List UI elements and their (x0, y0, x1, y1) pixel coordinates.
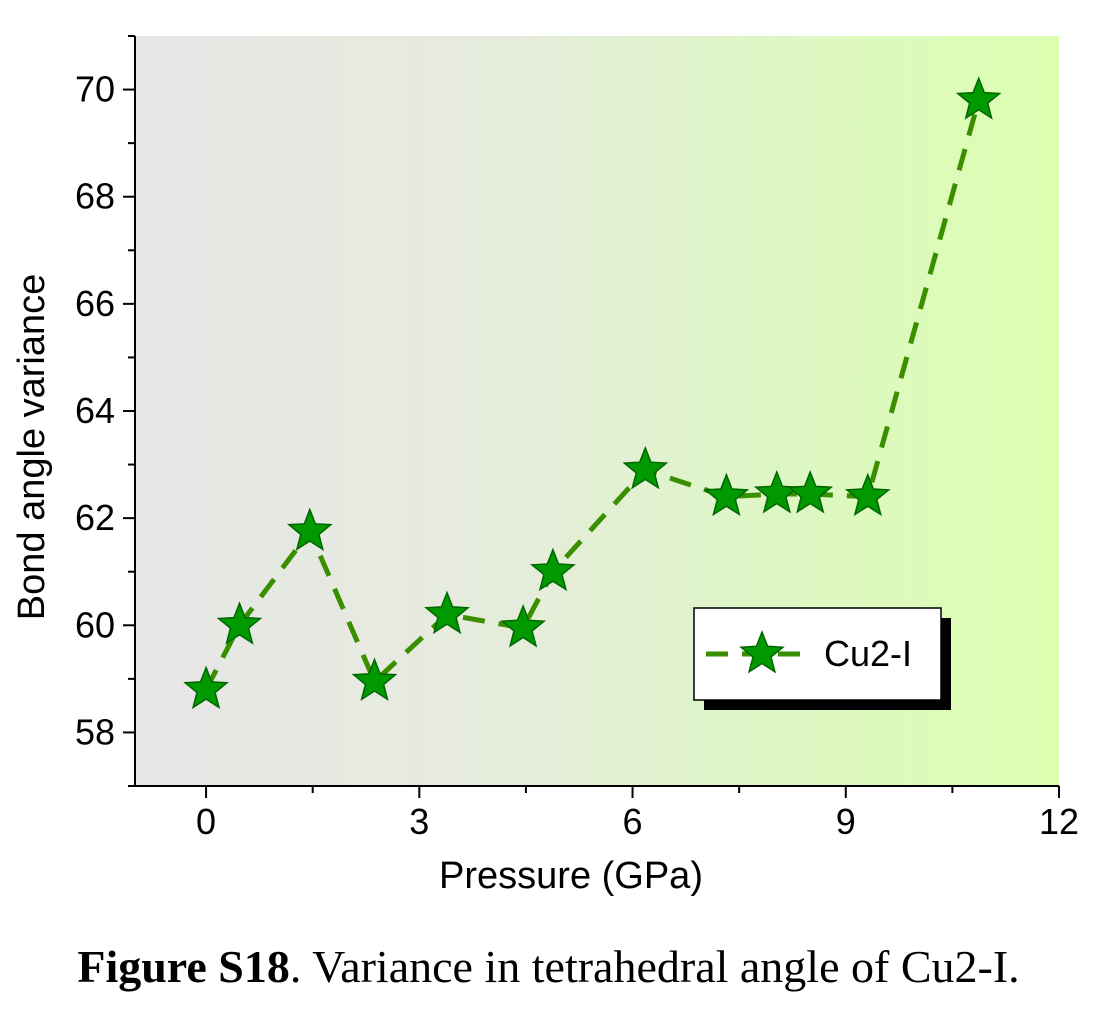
x-tick-label: 0 (196, 801, 216, 842)
legend: Cu2-I (693, 607, 951, 710)
data-point (351, 657, 398, 701)
data-point (286, 507, 333, 551)
data-point (703, 472, 750, 517)
caption-text: . Variance in tetrahedral angle of Cu2-I… (289, 941, 1020, 992)
data-point (183, 665, 229, 710)
y-axis-title: Bond angle variance (11, 274, 53, 620)
data-point (424, 590, 470, 635)
series-layer (183, 76, 1002, 710)
y-tick-label: 60 (75, 604, 115, 645)
axes: 0 3 6 9 12 58 60 62 64 66 68 70 Pressure (GPa) Bond a… (11, 35, 1079, 897)
data-point (844, 472, 891, 517)
legend-marker (739, 629, 785, 674)
y-tick-label: 66 (75, 283, 115, 324)
x-tick-label: 6 (623, 801, 643, 842)
legend-box (693, 607, 942, 701)
y-tick-label: 62 (75, 497, 115, 538)
y-tick-label: 64 (75, 390, 115, 431)
x-axis-title: Pressure (GPa) (439, 855, 703, 897)
chart: 0 3 6 9 12 58 60 62 64 66 68 70 Pressure (GPa) Bond a… (11, 35, 1079, 897)
x-tick-label: 9 (836, 801, 856, 842)
data-point (955, 76, 1002, 120)
data-point (787, 469, 834, 514)
x-tick-label: 3 (409, 801, 429, 842)
data-point (216, 601, 263, 645)
y-tick-label: 68 (75, 176, 115, 217)
y-tick-label: 70 (75, 69, 115, 110)
x-tick-label: 12 (1039, 801, 1079, 842)
data-point (530, 547, 576, 592)
data-point (500, 603, 546, 648)
caption-label: Figure S18 (77, 941, 290, 992)
legend-label: Cu2-I (824, 633, 912, 674)
figure-caption: Figure S18. Variance in tetrahedral angl… (0, 940, 1097, 993)
data-point (622, 445, 669, 490)
y-tick-label: 58 (75, 711, 115, 752)
